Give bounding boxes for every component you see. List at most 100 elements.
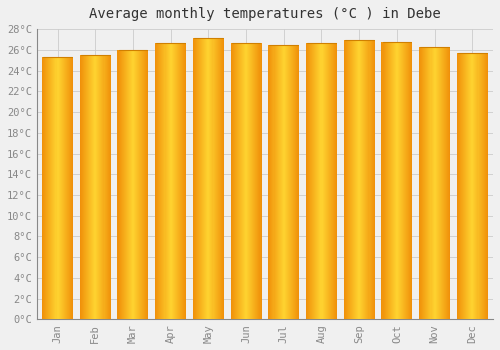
Bar	[122, 50, 124, 320]
Bar	[118, 50, 120, 320]
Bar	[286, 44, 287, 320]
Bar	[326, 43, 328, 320]
Bar	[424, 47, 426, 320]
Bar	[318, 43, 320, 320]
Bar	[48, 57, 50, 320]
Bar	[463, 53, 464, 320]
Bar	[203, 38, 204, 320]
Bar	[46, 57, 48, 320]
Bar	[249, 43, 250, 320]
Bar	[54, 57, 56, 320]
Bar	[220, 38, 221, 320]
Bar	[160, 43, 162, 320]
Bar	[237, 43, 238, 320]
Bar	[458, 53, 459, 320]
Bar	[312, 43, 314, 320]
Bar	[47, 57, 48, 320]
Bar	[218, 38, 220, 320]
Bar	[322, 43, 324, 320]
Bar	[314, 43, 316, 320]
Bar	[244, 43, 245, 320]
Bar	[285, 44, 286, 320]
Bar	[177, 43, 178, 320]
Bar	[401, 42, 402, 320]
Bar	[438, 47, 439, 320]
Bar	[172, 43, 174, 320]
Bar	[87, 55, 88, 320]
Bar	[482, 53, 484, 320]
Bar	[484, 53, 486, 320]
Bar	[93, 55, 94, 320]
Bar	[64, 57, 65, 320]
Bar	[438, 47, 440, 320]
Bar	[45, 57, 46, 320]
Bar	[243, 43, 244, 320]
Bar	[106, 55, 108, 320]
Bar	[88, 55, 89, 320]
Bar	[398, 42, 399, 320]
Bar	[347, 41, 348, 320]
Bar	[181, 43, 182, 320]
Bar	[430, 47, 432, 320]
Bar	[426, 47, 428, 320]
Bar	[131, 50, 132, 320]
Bar	[100, 55, 102, 320]
Bar	[419, 47, 420, 320]
Bar	[90, 55, 91, 320]
Bar	[382, 42, 384, 320]
Bar	[246, 43, 247, 320]
Bar	[132, 50, 133, 320]
Bar	[210, 38, 212, 320]
Bar	[396, 42, 397, 320]
Bar	[250, 43, 252, 320]
Bar	[62, 57, 64, 320]
Bar	[182, 43, 183, 320]
Bar	[354, 41, 355, 320]
Bar	[248, 43, 249, 320]
Bar	[183, 43, 184, 320]
Bar	[238, 43, 239, 320]
Bar	[356, 41, 357, 320]
Bar	[166, 43, 168, 320]
Bar	[316, 43, 318, 320]
Bar	[239, 43, 240, 320]
Bar	[201, 38, 202, 320]
Bar	[335, 43, 336, 320]
Bar	[436, 47, 438, 320]
Bar	[292, 44, 293, 320]
Bar	[67, 57, 68, 320]
Bar	[70, 57, 71, 320]
Bar	[94, 55, 96, 320]
Bar	[202, 38, 203, 320]
Bar	[402, 42, 403, 320]
Bar	[468, 53, 469, 320]
Bar	[52, 57, 54, 320]
Bar	[85, 55, 86, 320]
Bar	[368, 41, 370, 320]
Bar	[242, 43, 243, 320]
Bar	[336, 43, 337, 320]
Bar	[407, 42, 408, 320]
Bar	[349, 41, 350, 320]
Bar	[195, 38, 196, 320]
Bar	[408, 42, 410, 320]
Bar	[464, 53, 465, 320]
Bar	[474, 53, 476, 320]
Bar	[360, 41, 362, 320]
Bar	[348, 41, 349, 320]
Bar	[358, 41, 359, 320]
Bar	[240, 43, 241, 320]
Bar	[172, 43, 173, 320]
Bar	[232, 43, 234, 320]
Bar	[252, 43, 254, 320]
Bar	[467, 53, 468, 320]
Bar	[390, 42, 392, 320]
Bar	[197, 38, 198, 320]
Bar	[294, 44, 295, 320]
Bar	[60, 57, 62, 320]
Bar	[446, 47, 447, 320]
Bar	[44, 57, 45, 320]
Bar	[442, 47, 443, 320]
Bar	[309, 43, 310, 320]
Bar	[256, 43, 258, 320]
